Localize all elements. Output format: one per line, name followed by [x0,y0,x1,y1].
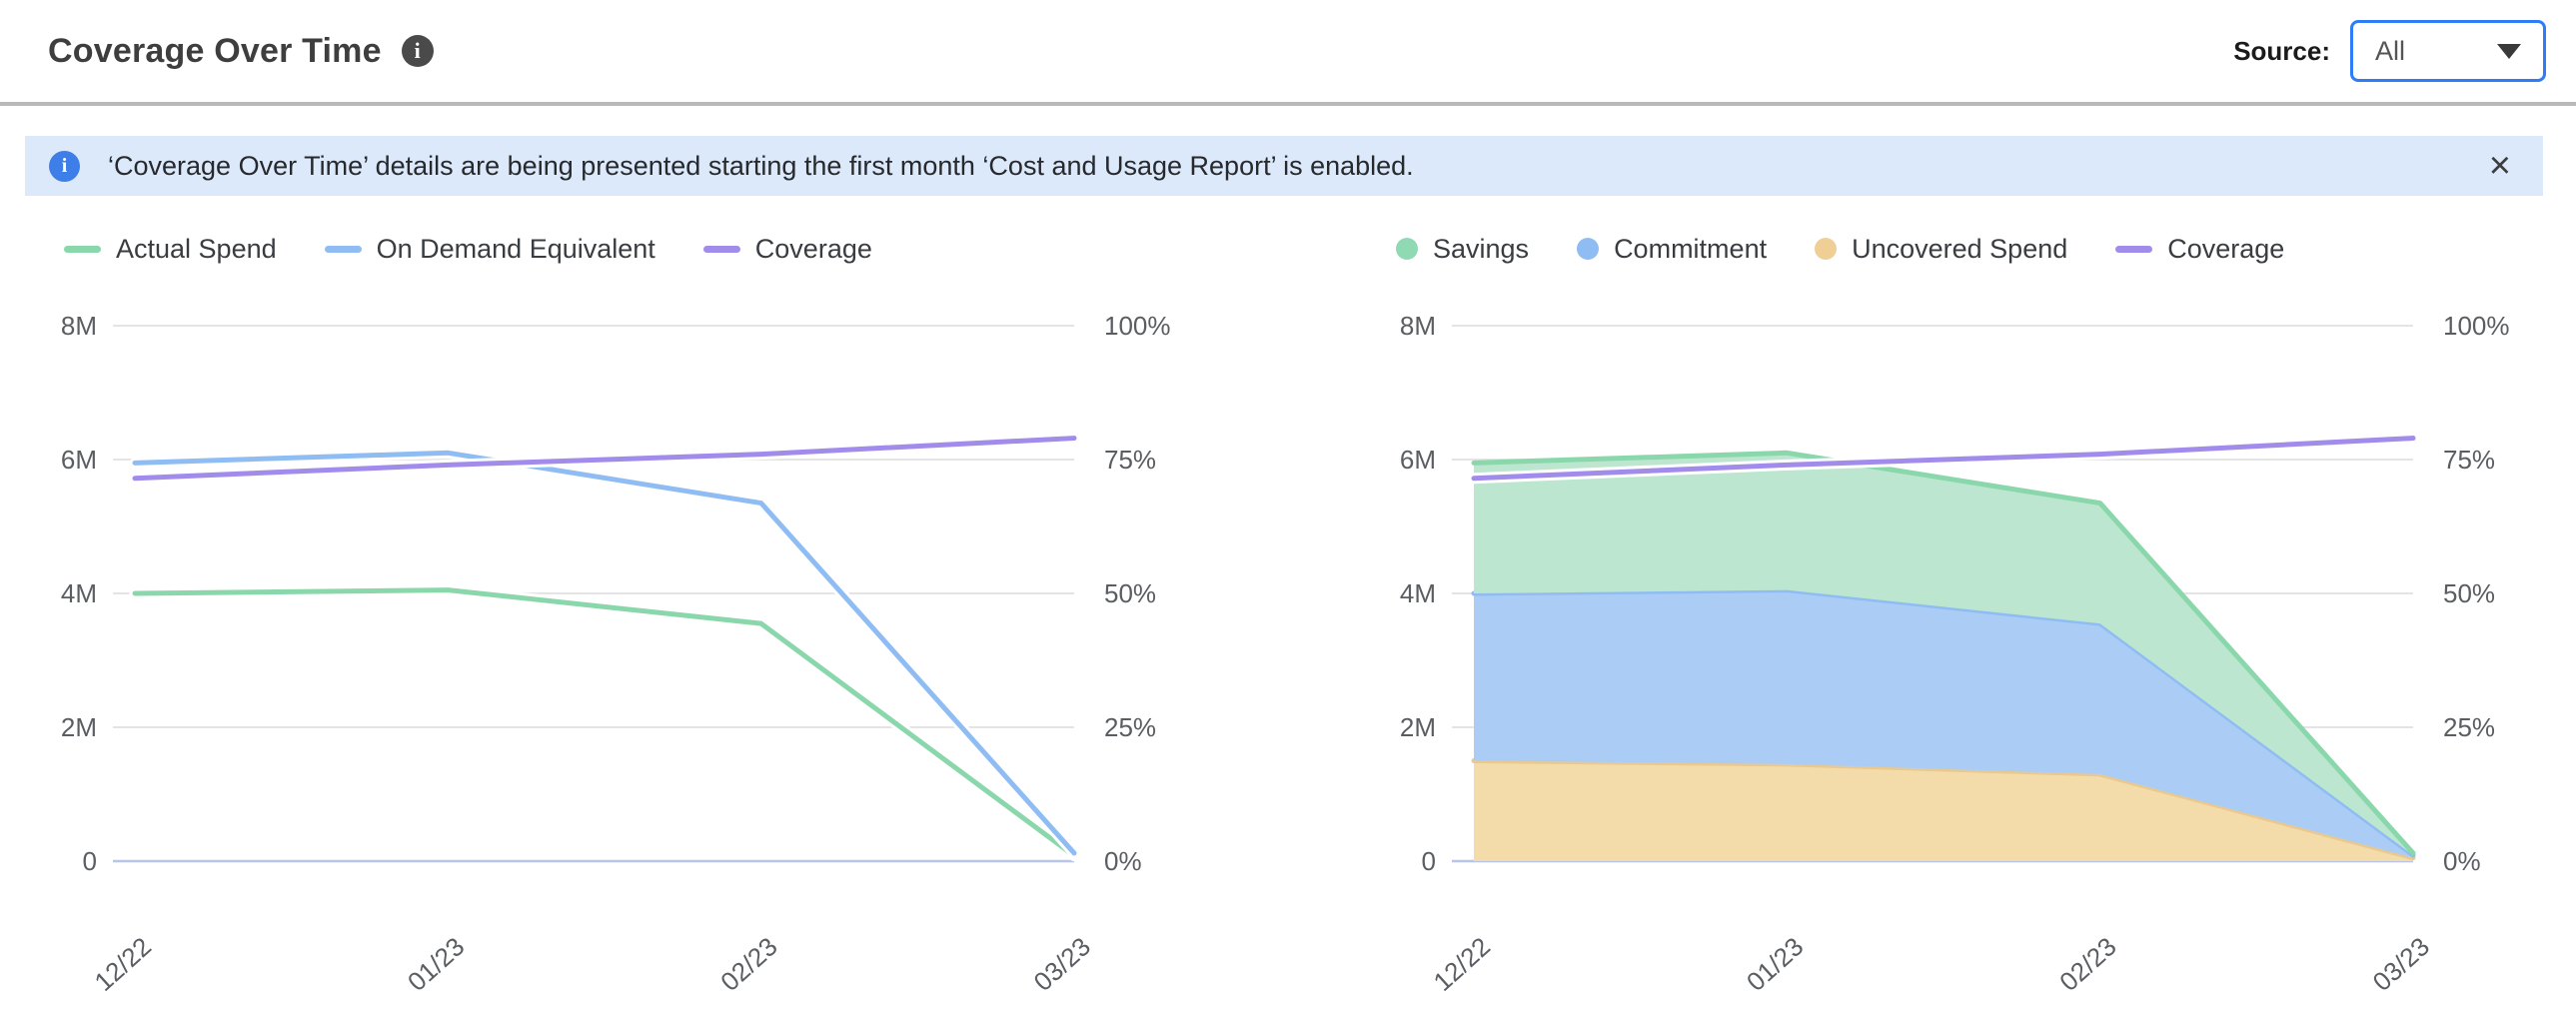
coverage-areas-panel: Savings Commitment Uncovered Spend Coverage… [1294,222,2548,991]
x-axis-tick: 03/23 [2367,931,2435,991]
source-dropdown-value: All [2375,35,2406,66]
page-title: Coverage Over Time [48,31,382,70]
y-axis-tick-left: 2M [1400,712,1436,742]
x-axis-tick: 01/23 [1741,931,1809,991]
legend-item-uncovered-spend[interactable]: Uncovered Spend [1815,234,2067,265]
y-axis-tick-left: 8M [61,311,97,341]
legend-item-actual-spend[interactable]: Actual Spend [64,234,277,265]
area-commitment [1474,589,2413,858]
y-axis-tick-left: 8M [1400,311,1436,341]
line-swatch-icon [324,245,362,253]
line-actual-spend [132,587,1077,859]
line-coverage [132,436,1077,482]
legend-item-commitment[interactable]: Commitment [1577,234,1767,265]
y-axis-tick-left: 4M [1400,578,1436,608]
area-edge-savings [1471,450,2416,856]
y-axis-tick-right: 0% [1104,846,1142,876]
line-on-demand-equivalent [132,450,1077,856]
y-axis-tick-left: 2M [61,712,97,742]
y-axis-tick-left: 4M [61,578,97,608]
y-axis-tick-left: 0 [1422,846,1436,876]
title-wrap: Coverage Over Time i [48,32,434,71]
chart-legend: Actual Spend On Demand Equivalent Coverage [40,222,1294,276]
chart-legend: Savings Commitment Uncovered Spend Coverage [1294,222,2548,276]
legend-label: Savings [1433,233,1530,264]
dot-swatch-icon [1815,238,1838,260]
y-axis-tick-right: 50% [1104,578,1156,608]
x-axis-tick: 01/23 [402,931,470,991]
legend-label: Actual Spend [116,233,277,264]
legend-label: Coverage [2167,233,2285,264]
info-circle-icon: i [49,150,80,182]
legend-label: Commitment [1614,233,1768,264]
dot-swatch-icon [1396,238,1418,260]
dot-swatch-icon [1577,238,1600,260]
line-halo [129,447,1080,859]
y-axis-tick-left: 6M [61,445,97,475]
y-axis-tick-right: 75% [2443,445,2495,475]
legend-item-coverage[interactable]: Coverage [2115,234,2284,265]
legend-label: Uncovered Spend [1852,233,2068,264]
y-axis-tick-right: 25% [2443,712,2495,742]
source-dropdown[interactable]: All [2350,20,2546,82]
line-coverage [1471,436,2416,482]
spend-lines-panel: Actual Spend On Demand Equivalent Coverage… [40,222,1294,992]
source-label: Source: [2233,35,2330,66]
line-halo [129,584,1080,862]
area-uncovered-spend [1474,760,2413,861]
chevron-down-icon [2497,43,2521,59]
info-banner: i ‘Coverage Over Time’ details are being… [25,136,2543,196]
legend-item-on-demand-equivalent[interactable]: On Demand Equivalent [324,233,655,265]
x-axis-tick: 02/23 [2053,931,2121,991]
spend-lines-chart: 8M 100% 6M 75% 4M 50% 2M 25% 0 0% 12/22 01/23 02/23 0… [61,311,1171,991]
y-axis-tick-right: 75% [1104,445,1156,475]
line-swatch-icon [702,245,740,253]
info-icon[interactable]: i [401,35,434,67]
line-swatch-icon [2115,245,2153,253]
y-axis-tick-right: 0% [2443,846,2481,876]
y-axis-tick-right: 50% [2443,578,2495,608]
y-axis-tick-left: 0 [83,846,97,876]
legend-item-coverage[interactable]: Coverage [702,233,872,265]
coverage-stacked-chart: 8M 100% 6M 75% 4M 50% 2M 25% 0 0% 12/22 01/23 02/23 0… [1400,311,2510,991]
y-axis-tick-right: 25% [1104,712,1156,742]
x-axis-tick: 03/23 [1028,931,1096,991]
info-banner-text: ‘Coverage Over Time’ details are being p… [108,150,1414,181]
legend-item-savings[interactable]: Savings [1396,234,1529,265]
x-axis-tick: 12/22 [89,931,157,991]
legend-label: On Demand Equivalent [376,233,655,264]
widget-header: Coverage Over Time i Source: All [0,0,2576,106]
close-icon[interactable]: × [2488,145,2511,187]
legend-label: Coverage [754,233,872,264]
x-axis-tick: 02/23 [714,931,782,991]
y-axis-tick-right: 100% [1104,311,1171,341]
area-savings [1474,453,2413,855]
y-axis-tick-right: 100% [2443,311,2510,341]
source-wrap: Source: All [2233,20,2546,82]
x-axis-tick: 12/22 [1428,931,1496,991]
charts-row: Actual Spend On Demand Equivalent Coverage… [0,222,2576,992]
line-swatch-icon [64,245,101,253]
y-axis-tick-left: 6M [1400,445,1436,475]
